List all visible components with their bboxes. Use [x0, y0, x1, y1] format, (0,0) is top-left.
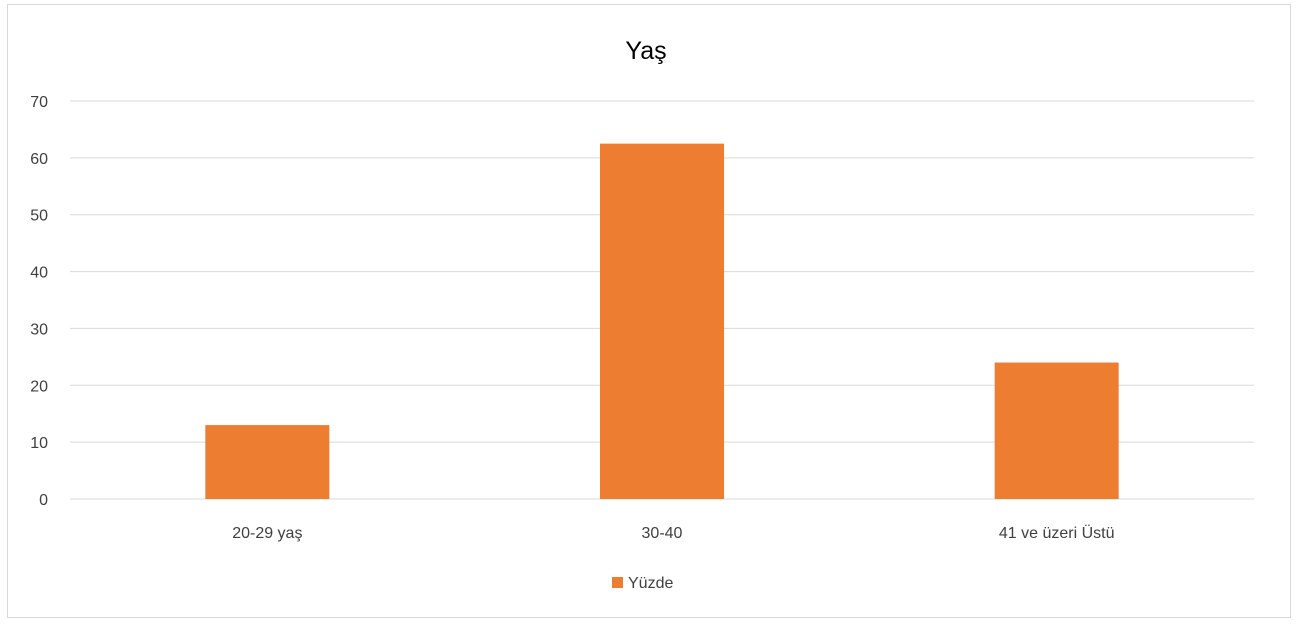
y-tick-label: 60 — [30, 151, 48, 168]
bars — [205, 143, 1119, 499]
y-tick-label: 30 — [30, 321, 48, 338]
y-tick-label: 50 — [30, 208, 48, 225]
y-tick-label: 10 — [30, 435, 48, 452]
y-tick-label: 0 — [39, 492, 48, 509]
chart-title: Yaş — [625, 37, 666, 65]
x-tick-label: 41 ve üzeri Üstü — [999, 524, 1115, 542]
legend-swatch — [612, 577, 623, 588]
y-tick-label: 20 — [30, 378, 48, 395]
legend-label: Yüzde — [628, 575, 673, 592]
x-tick-label: 30-40 — [642, 525, 683, 542]
y-tick-label: 40 — [30, 265, 48, 282]
x-tick-label: 20-29 yaş — [232, 525, 302, 542]
x-axis-tick-labels: 20-29 yaş 30-40 41 ve üzeri Üstü — [232, 524, 1114, 542]
legend: Yüzde — [612, 575, 673, 592]
bar — [205, 425, 330, 499]
bar — [600, 143, 724, 499]
bar — [994, 362, 1119, 499]
y-tick-label: 70 — [30, 94, 48, 111]
y-axis-tick-labels: 0 10 20 30 40 50 60 70 — [30, 94, 48, 509]
